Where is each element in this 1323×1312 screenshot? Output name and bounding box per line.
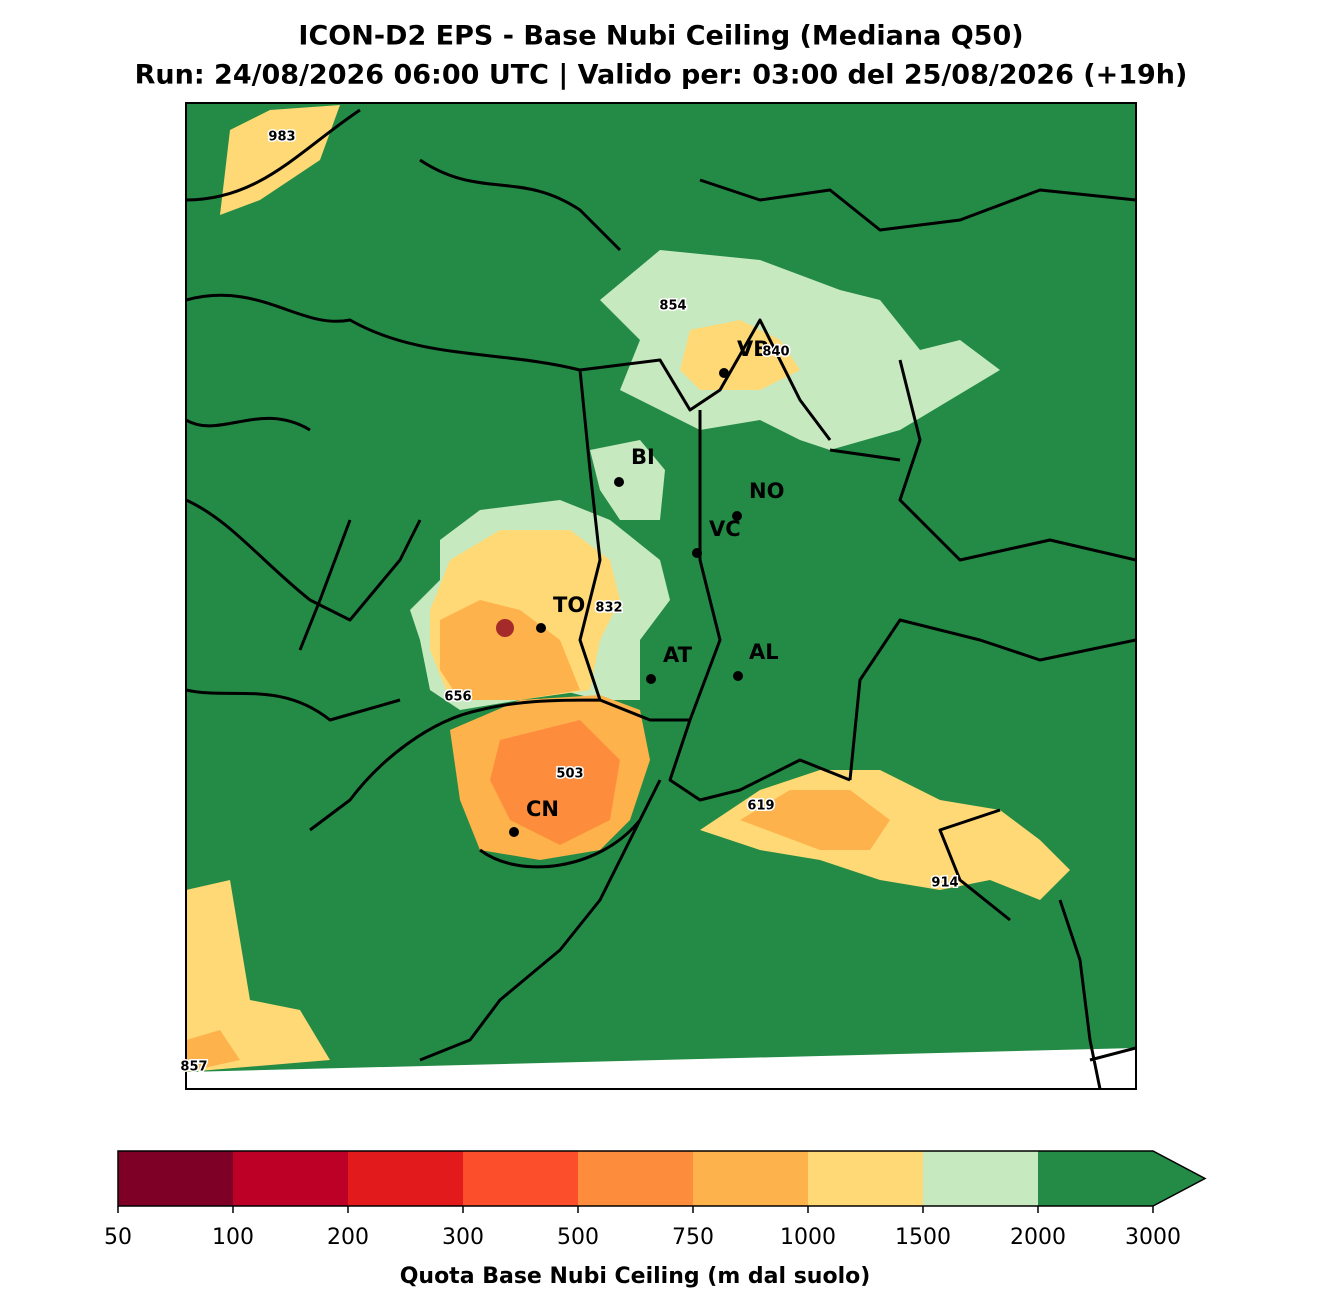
selected-point xyxy=(496,619,514,637)
colorbar-outline xyxy=(117,1150,1207,1207)
colorbar-tick-label: 2000 xyxy=(1010,1225,1066,1250)
value-label: 503 xyxy=(556,767,583,782)
colorbar-tick-label: 1000 xyxy=(780,1225,836,1250)
colorbar-tick-label: 200 xyxy=(327,1225,369,1250)
value-label: 854 xyxy=(659,299,686,314)
cloud-area xyxy=(740,790,890,850)
colorbar-tick-label: 1500 xyxy=(895,1225,951,1250)
city-label: NO xyxy=(749,479,784,503)
city-dot xyxy=(509,827,519,837)
colorbar-tick-label: 100 xyxy=(212,1225,254,1250)
value-label: 840 xyxy=(762,345,789,360)
city-dot xyxy=(646,674,656,684)
colorbar: 50 100 200 300 500 750 1000 1500 2000 3000 xyxy=(104,1150,1207,1250)
colorbar-segment xyxy=(1038,1151,1205,1206)
colorbar-segment xyxy=(118,1151,233,1206)
city-dot xyxy=(692,548,702,558)
colorbar-segment xyxy=(808,1151,923,1206)
city-dot xyxy=(536,623,546,633)
cloud-area xyxy=(186,1030,240,1072)
colorbar-segment xyxy=(348,1151,463,1206)
subtitle: Run: 24/08/2026 06:00 UTC | Valido per: … xyxy=(135,60,1188,91)
colorbar-segment xyxy=(463,1151,578,1206)
title: ICON-D2 EPS - Base Nubi Ceiling (Mediana… xyxy=(298,21,1023,52)
city-label: VB xyxy=(737,337,769,361)
value-label: 832 xyxy=(595,601,622,616)
city-label: BI xyxy=(631,445,655,469)
value-label: 857 xyxy=(180,1060,207,1075)
map-frame xyxy=(185,102,1137,1090)
city-label: TO xyxy=(553,593,585,617)
city-dot xyxy=(614,477,624,487)
cloud-area xyxy=(220,105,340,215)
colorbar-segment xyxy=(233,1151,348,1206)
value-label: 983 xyxy=(268,130,295,145)
cloud-area xyxy=(186,880,330,1072)
city-label: VC xyxy=(709,517,741,541)
cloud-area xyxy=(490,720,620,845)
value-label: 619 xyxy=(747,799,774,814)
colorbar-segment xyxy=(693,1151,808,1206)
city-label: AT xyxy=(663,643,693,667)
cloud-area xyxy=(440,600,580,700)
city-dot xyxy=(732,511,742,521)
colorbar-tick-label: 750 xyxy=(672,1225,714,1250)
map: VB BI NO VC TO AT AL CN 983 854 840 832 656 503 619 914… xyxy=(179,102,1137,1090)
cloud-area xyxy=(590,440,665,520)
value-label: 914 xyxy=(931,876,958,891)
colorbar-label: Quota Base Nubi Ceiling (m dal suolo) xyxy=(400,1264,871,1289)
borders xyxy=(186,108,1136,1089)
colorbar-tick-label: 3000 xyxy=(1125,1225,1181,1250)
city-dot xyxy=(719,368,729,378)
colorbar-segment xyxy=(578,1151,693,1206)
no-data xyxy=(186,1048,1136,1089)
city-dot xyxy=(733,671,743,681)
colorbar-tick-label: 500 xyxy=(557,1225,599,1250)
colorbar-segment xyxy=(923,1151,1038,1206)
colorbar-tick-label: 50 xyxy=(104,1225,132,1250)
city-label: CN xyxy=(526,797,559,821)
cloud-area xyxy=(600,250,1000,450)
value-label: 656 xyxy=(444,690,471,705)
colorbar-tick-label: 300 xyxy=(442,1225,484,1250)
city-label: AL xyxy=(749,640,779,664)
